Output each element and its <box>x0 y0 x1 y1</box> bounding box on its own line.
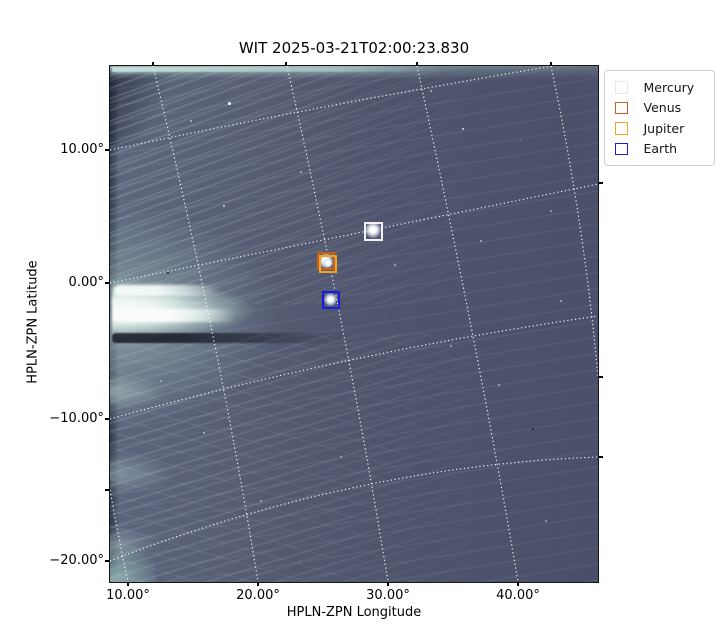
marker-earth <box>322 291 340 309</box>
legend-swatch-jupiter <box>615 122 628 135</box>
star <box>160 380 162 382</box>
star <box>300 171 302 173</box>
bright-streamer-strip-1 <box>114 285 220 296</box>
star <box>190 120 192 122</box>
star <box>520 140 521 141</box>
left-grid-exit-tick <box>105 489 109 491</box>
top-tick <box>152 61 154 66</box>
legend-item-jupiter: Jupiter <box>615 118 708 139</box>
legend-item-earth: Earth <box>615 139 708 160</box>
star <box>223 205 225 207</box>
bottomleft-glow <box>110 544 156 582</box>
top-tick <box>285 61 287 66</box>
legend-rows: Mercury Venus Jupiter Earth <box>615 77 708 159</box>
star <box>203 432 205 434</box>
x-tick <box>517 582 519 586</box>
bg-topleft-dark-wedge <box>110 74 172 146</box>
legend: Mercury Venus Jupiter Earth <box>604 70 715 166</box>
planet-glow-earth <box>324 292 337 306</box>
marker-mercury <box>363 221 383 241</box>
grid-line-lon-40deg <box>416 66 519 582</box>
grid-line-lon-10deg <box>110 489 129 582</box>
y-tick-label: −20.00° <box>49 553 104 568</box>
legend-label: Earth <box>643 141 678 157</box>
bright-streamer-strip-3 <box>114 298 184 306</box>
star <box>550 210 552 212</box>
dark-speck <box>532 428 534 430</box>
legend-item-venus: Venus <box>615 98 708 119</box>
star <box>462 128 464 130</box>
star <box>430 90 432 92</box>
y-tick <box>105 282 109 284</box>
top-tick <box>416 61 418 66</box>
legend-swatch-earth <box>615 142 628 155</box>
top-tick <box>550 61 552 66</box>
y-tick-label: 0.00° <box>68 275 104 290</box>
grid-line-lon-50deg <box>550 66 598 378</box>
right-tick <box>598 182 603 184</box>
x-tick-label: 30.00° <box>366 588 410 603</box>
top-bright-band-core <box>112 67 444 72</box>
marker-jupiter <box>319 255 337 273</box>
star <box>480 240 482 242</box>
grid-line-lat-minus10deg <box>110 315 598 420</box>
y-tick-label: 10.00° <box>60 142 104 157</box>
x-tick <box>257 582 259 586</box>
x-tick <box>387 582 389 586</box>
x-tick <box>127 582 129 586</box>
star <box>260 500 262 502</box>
grid-line-lon-20deg <box>152 66 259 582</box>
star <box>228 102 231 105</box>
right-tick <box>598 376 603 378</box>
plot-title: WIT 2025-03-21T02:00:23.830 <box>238 39 470 57</box>
star <box>450 345 452 347</box>
dark-speck <box>167 272 169 274</box>
dark-lane <box>112 333 354 343</box>
y-tick-label: −10.00° <box>49 411 104 426</box>
streamer-puffs <box>110 346 292 578</box>
x-tick-label: 40.00° <box>496 588 540 603</box>
plot-area <box>109 65 599 583</box>
planet-glow-jupiter <box>322 258 333 268</box>
legend-label: Venus <box>643 100 682 116</box>
y-tick <box>105 418 109 420</box>
star <box>300 560 301 561</box>
star <box>498 384 500 386</box>
grid-line-lat-0deg <box>110 183 598 284</box>
legend-swatch-mercury <box>615 81 628 94</box>
star <box>394 264 396 266</box>
planet-glow-mercury <box>364 222 381 238</box>
right-tick <box>598 456 603 458</box>
grid-line-lat-10deg <box>110 66 554 151</box>
star <box>340 456 342 458</box>
x-tick-label: 10.00° <box>106 588 150 603</box>
x-axis-label: HPLN-ZPN Longitude <box>286 605 422 620</box>
star <box>560 300 562 302</box>
wcs-coordinate-grid <box>110 66 598 582</box>
star <box>545 520 547 522</box>
marker-venus <box>317 252 335 270</box>
legend-swatch-venus <box>615 101 628 114</box>
legend-label: Jupiter <box>643 120 685 136</box>
y-tick <box>105 149 109 151</box>
y-tick <box>105 560 109 562</box>
grid-line-lat-minus20deg <box>110 456 598 562</box>
grid-line-lon-30deg <box>286 66 389 582</box>
legend-item-mercury: Mercury <box>615 77 708 98</box>
x-tick-label: 20.00° <box>236 588 280 603</box>
bright-streamer-strip-2 <box>114 309 236 322</box>
legend-label: Mercury <box>643 79 695 95</box>
